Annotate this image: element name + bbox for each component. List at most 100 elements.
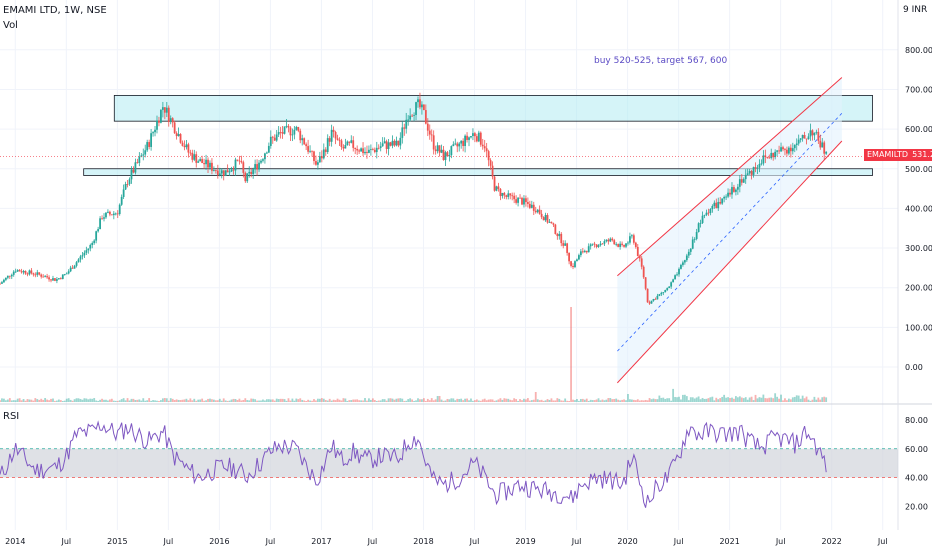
volume-bar	[678, 396, 680, 402]
volume-bar	[389, 398, 392, 402]
volume-bar	[740, 397, 743, 402]
candle-body	[366, 151, 368, 153]
volume-bar	[142, 398, 145, 402]
candle-body	[660, 292, 663, 295]
volume-bar	[91, 398, 94, 402]
candle-body	[364, 151, 366, 154]
volume-bar	[189, 398, 192, 402]
volume-bar	[48, 400, 50, 402]
candle-body	[780, 147, 782, 152]
candle-body	[801, 134, 804, 139]
volume-bar	[821, 397, 824, 402]
volume-bar	[232, 398, 235, 402]
candle-body	[819, 140, 822, 148]
volume-bar	[183, 399, 186, 402]
volume-bar	[307, 399, 309, 402]
volume-bar	[207, 398, 209, 402]
volume-bar	[242, 399, 245, 402]
candle-body	[803, 134, 806, 139]
candle-body	[334, 131, 337, 139]
candle-body	[738, 179, 741, 187]
volume-bar	[134, 399, 137, 402]
volume-bar	[787, 398, 790, 402]
volume-bar	[24, 400, 27, 402]
volume-bar	[613, 398, 616, 402]
volume-bar	[685, 396, 688, 402]
volume-bar	[805, 396, 808, 402]
candle-body	[736, 186, 739, 190]
candle-body	[572, 265, 574, 268]
currency-code: INR	[911, 5, 928, 15]
candle-body	[220, 170, 223, 174]
volume-bar	[163, 398, 166, 402]
candle-body	[542, 217, 545, 221]
volume-bar	[258, 400, 260, 402]
candle-body	[34, 274, 37, 276]
volume-bar	[93, 398, 96, 402]
volume-bar	[52, 398, 54, 402]
volume-bar	[542, 400, 545, 402]
volume-bar	[489, 399, 492, 402]
volume-bar	[399, 398, 402, 402]
candle-body	[203, 163, 205, 165]
candle-body	[419, 99, 421, 108]
candle-body	[358, 150, 361, 152]
candle-body	[499, 188, 502, 197]
candle-body	[136, 162, 139, 164]
time-tick-label: Jul	[775, 537, 786, 546]
candle-body	[697, 223, 700, 233]
candle-body	[407, 119, 410, 121]
volume-bar	[22, 399, 25, 402]
price-tick-label: 400.00	[905, 204, 932, 213]
volume-bar	[511, 400, 514, 402]
volume-bar	[97, 400, 100, 402]
volume-bar	[672, 388, 675, 402]
volume-bar	[171, 398, 174, 402]
candle-body	[40, 274, 43, 277]
volume-bar	[560, 400, 563, 402]
volume-bar	[83, 398, 86, 402]
volume-bar	[735, 396, 737, 402]
candle-body	[703, 214, 706, 216]
candle-body	[797, 139, 800, 144]
volume-bar	[468, 400, 470, 402]
volume-bar	[754, 394, 757, 402]
candle-body	[623, 244, 625, 247]
volume-bar	[191, 400, 194, 402]
volume-bar	[583, 399, 586, 402]
volume-bar	[73, 399, 76, 402]
candle-body	[729, 192, 731, 195]
volume-bar	[627, 394, 629, 402]
time-tick-label: Jul	[877, 537, 888, 546]
volume-bar	[128, 400, 131, 402]
volume-bar	[405, 400, 408, 402]
volume-bar	[110, 398, 113, 402]
volume-bar	[797, 395, 800, 402]
candle-body	[731, 187, 733, 195]
volume-bar	[662, 397, 665, 402]
volume-bar	[499, 398, 502, 402]
volume-bar	[169, 398, 172, 402]
candle-body	[664, 290, 667, 293]
candle-body	[295, 126, 298, 130]
candle-body	[50, 279, 52, 281]
volume-bar	[538, 400, 541, 402]
volume-bar	[415, 400, 417, 402]
volume-bar	[772, 398, 775, 402]
candle-body	[95, 231, 98, 241]
candle-body	[283, 126, 286, 134]
volume-bar	[760, 397, 763, 402]
price-axis: 0.00 100.00 200.00 300.00 400.00 500.00 600.00…	[905, 46, 932, 511]
volume-bar	[791, 397, 794, 402]
volume-bar	[475, 399, 478, 402]
candle-body	[287, 125, 290, 128]
volume-bar	[79, 398, 82, 402]
candle-body	[644, 277, 647, 289]
candle-body	[26, 273, 29, 275]
candle-body	[587, 246, 590, 253]
volume-bar	[264, 400, 266, 402]
candle-body	[748, 171, 751, 174]
candle-body	[521, 197, 523, 205]
candle-body	[48, 277, 50, 280]
